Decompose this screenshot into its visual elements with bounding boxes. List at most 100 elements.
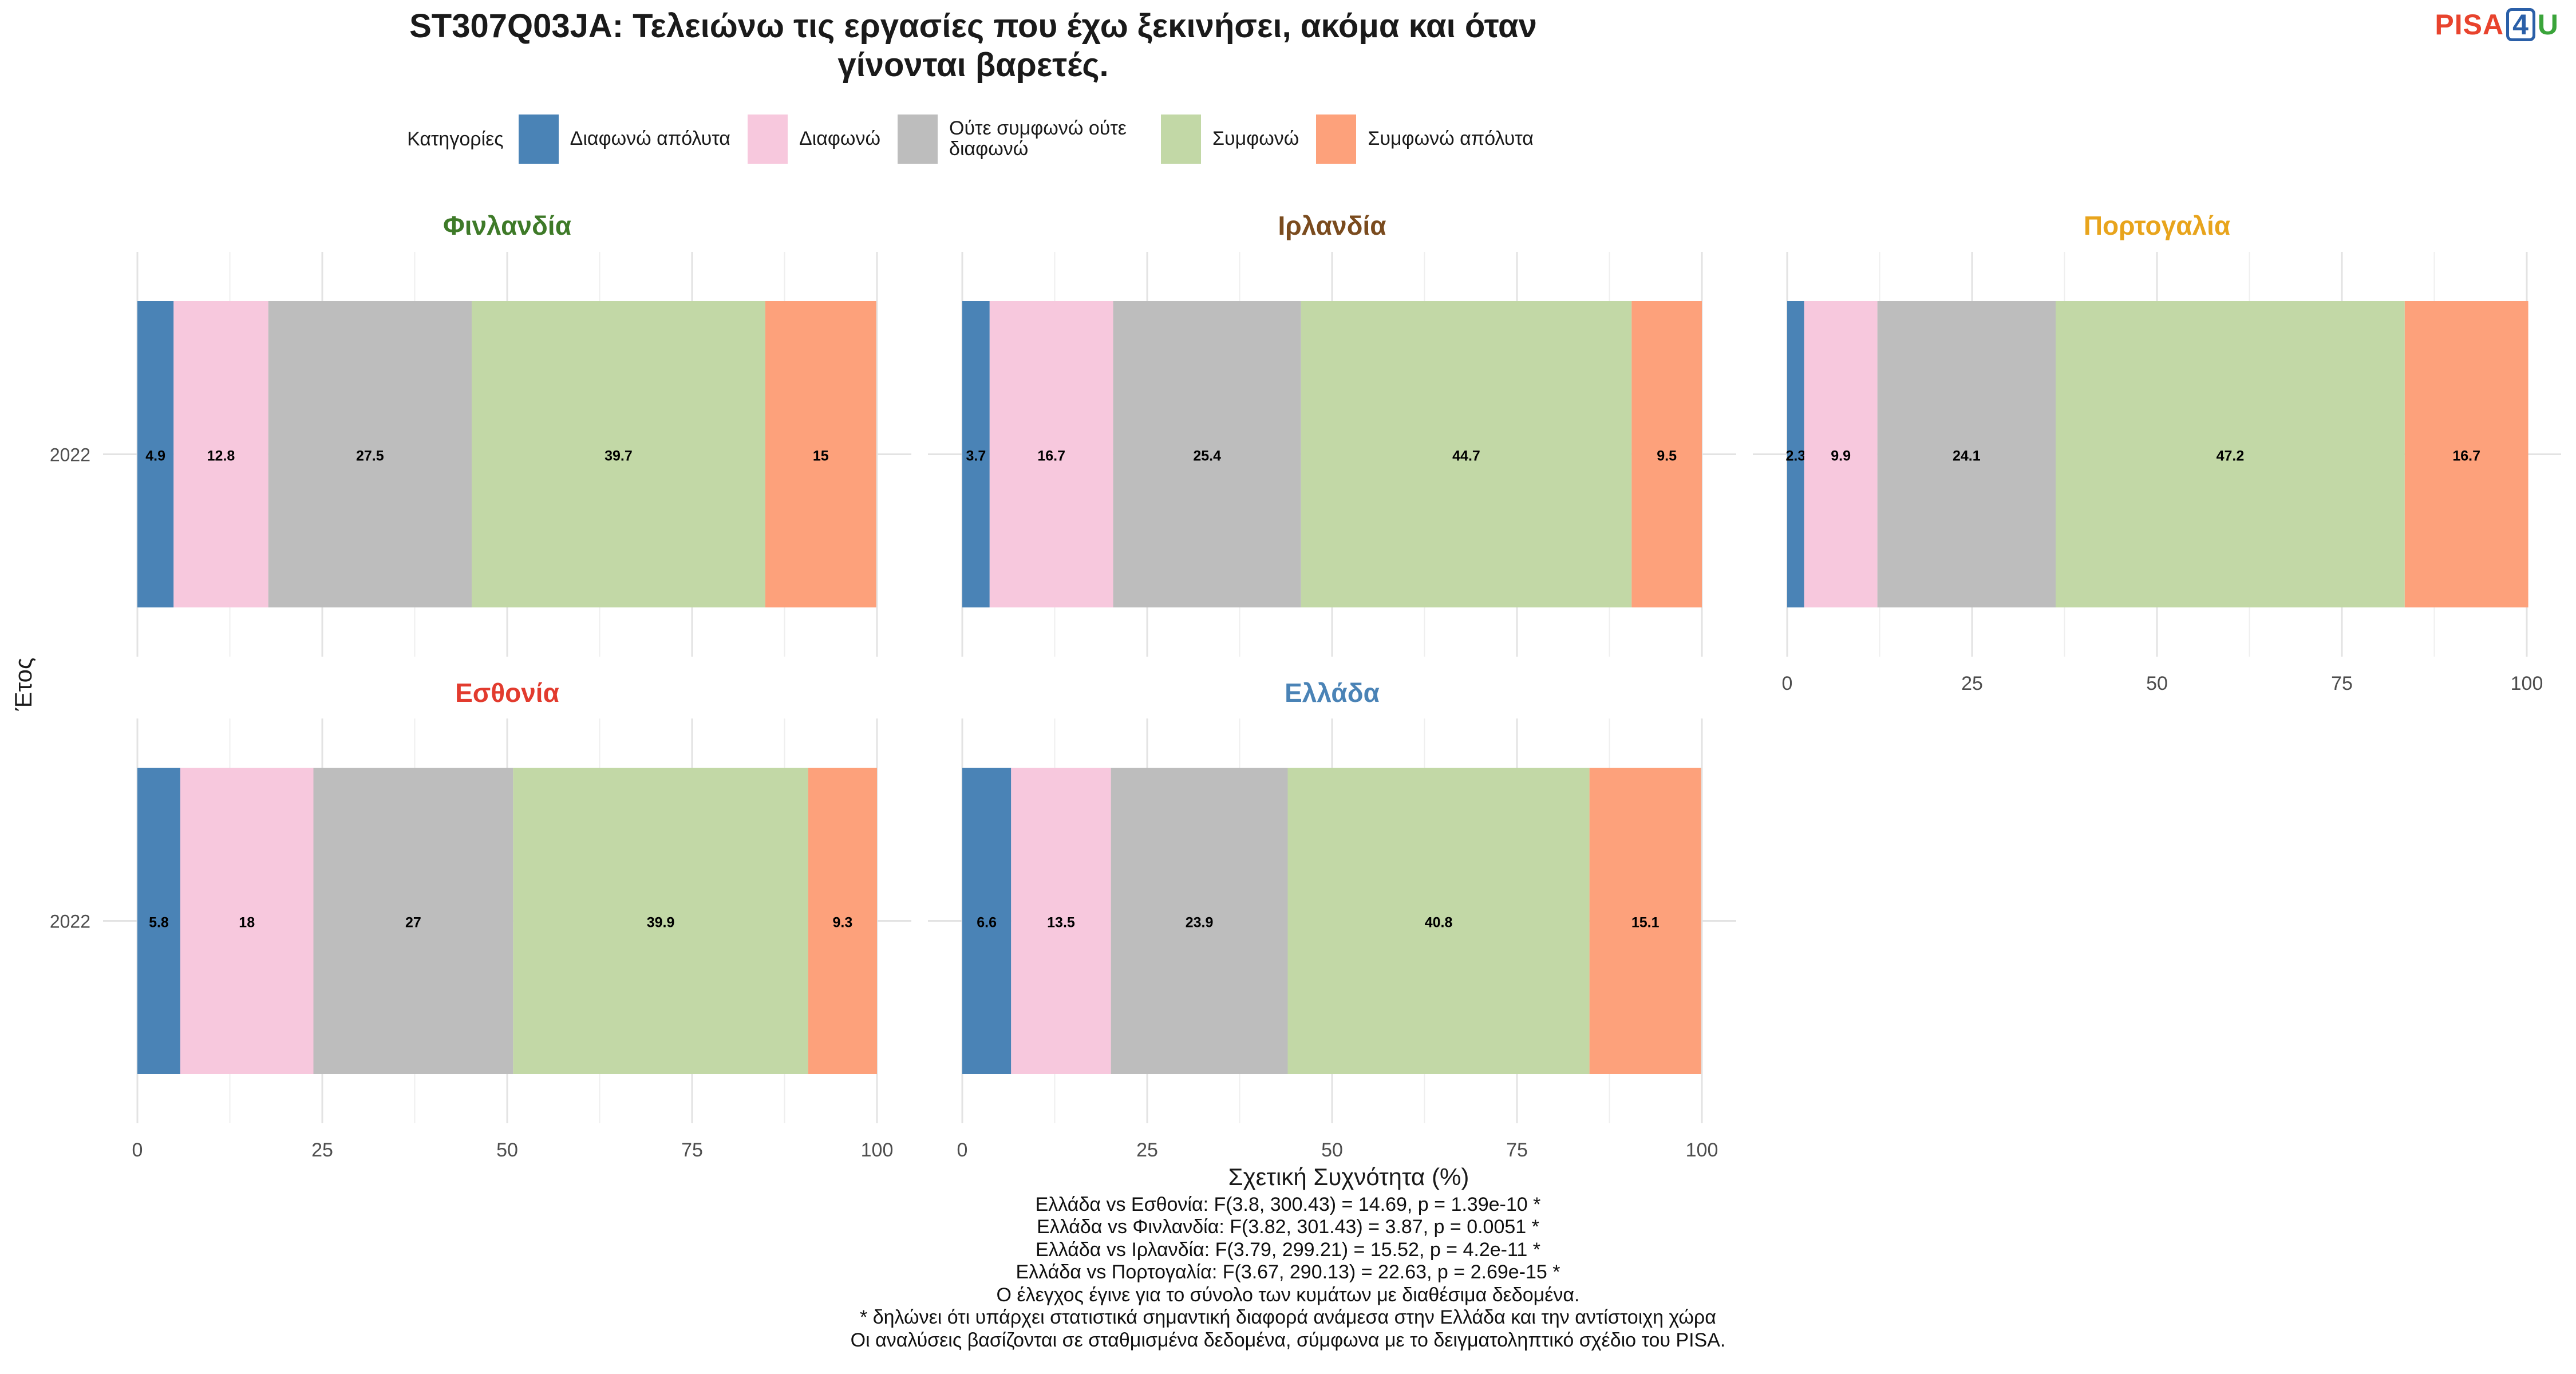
legend-label: Ούτε συμφωνώ ούτε διαφωνώ [949, 117, 1127, 160]
data-label: 39.9 [647, 915, 675, 931]
legend-swatch [898, 114, 938, 164]
legend-item: Συμφωνώ [1161, 114, 1299, 164]
data-label: 5.8 [149, 915, 169, 931]
logo-text-pisa: PISA [2435, 9, 2504, 41]
bar-segment [1804, 301, 1878, 607]
x-tick-label: 75 [1506, 1139, 1528, 1161]
legend-label: Διαφωνώ [799, 128, 881, 150]
legend-item: Ούτε συμφωνώ ούτε διαφωνώ [898, 114, 1144, 164]
data-label: 27 [405, 915, 421, 931]
x-axis-title: Σχετική Συχνότητα (%) [1228, 1163, 1469, 1190]
legend-swatch [1161, 114, 1202, 164]
chart-title-line-2: γίνονται βαρετές. [837, 46, 1109, 84]
footnote-line: Οι αναλύσεις βασίζονται σε σταθμισμένα δ… [850, 1329, 1726, 1351]
x-tick-label: 0 [957, 1139, 968, 1161]
logo-text-4: 4 [2506, 8, 2535, 41]
chart-title: ST307Q03JA: Τελειώνω τις εργασίες που έχ… [0, 7, 1946, 85]
bar-segment [268, 301, 472, 607]
bar-segment [1301, 301, 1632, 607]
bar-segment [1287, 768, 1590, 1074]
data-label: 6.6 [977, 915, 997, 931]
bar-segment [1589, 768, 1701, 1074]
bar-segment [962, 768, 1012, 1074]
footnote-line: Ο έλεγχος έγινε για το σύνολο των κυμάτω… [996, 1284, 1580, 1306]
x-tick-label: 100 [861, 1139, 894, 1161]
x-tick-label: 25 [1961, 673, 1983, 694]
legend-items: Διαφωνώ απόλυτα Διαφωνώ Ούτε συμφωνώ ούτε … [518, 114, 1539, 164]
x-tick-label: 100 [2511, 673, 2543, 694]
bar-segment [1787, 301, 1804, 607]
chart-title-line-1: ST307Q03JA: Τελειώνω τις εργασίες που έχ… [409, 7, 1537, 45]
panel-title: Εσθονία [455, 678, 559, 708]
pisa4u-logo: PISA 4 U [2435, 8, 2559, 41]
data-label: 18 [239, 915, 255, 931]
x-tick-label: 50 [496, 1139, 518, 1161]
bar-segment [1011, 768, 1111, 1074]
x-tick-label: 25 [311, 1139, 333, 1161]
panel-title: Ιρλανδία [1278, 211, 1386, 240]
y-axis-title: Έτος [10, 658, 37, 712]
bar-segment [513, 768, 808, 1074]
y-tick-label: 2022 [50, 911, 90, 932]
data-label: 25.4 [1193, 448, 1221, 464]
x-tick-label: 0 [132, 1139, 143, 1161]
x-tick-label: 25 [1136, 1139, 1158, 1161]
panel-title: Ελλάδα [1285, 678, 1380, 708]
data-label: 15 [813, 448, 829, 464]
bar-segment [962, 301, 990, 607]
data-label: 9.9 [1831, 448, 1851, 464]
bar-segment [180, 768, 314, 1074]
footnote-line: * δηλώνει ότι υπάρχει στατιστικά σημαντι… [860, 1306, 1716, 1329]
panel-title: Πορτογαλία [2084, 211, 2230, 240]
bar-segment [173, 301, 268, 607]
bar-segment [808, 768, 877, 1074]
x-tick-label: 75 [681, 1139, 703, 1161]
legend-label: Συμφωνώ [1212, 128, 1299, 150]
data-label: 9.5 [1657, 448, 1677, 464]
data-label: 16.7 [2452, 448, 2480, 464]
data-label: 24.1 [1953, 448, 1981, 464]
legend-swatch [747, 114, 788, 164]
panel-title: Φινλανδία [443, 211, 571, 240]
bar-segment [471, 301, 765, 607]
footnote-line: Ελλάδα vs Εσθονία: F(3.8, 300.43) = 14.6… [1035, 1194, 1541, 1215]
data-label: 3.7 [966, 448, 986, 464]
data-label: 44.7 [1452, 448, 1480, 464]
legend-label: Διαφωνώ απόλυτα [570, 128, 730, 150]
bar-segment [989, 301, 1113, 607]
data-label: 39.7 [605, 448, 633, 464]
data-label: 40.8 [1425, 915, 1453, 931]
bar-segment [765, 301, 876, 607]
footnote-line: Ελλάδα vs Ιρλανδία: F(3.79, 299.21) = 15… [1036, 1238, 1540, 1261]
bar-segment [137, 768, 180, 1074]
bar-segment [1113, 301, 1301, 607]
bar-segment [2404, 301, 2528, 607]
data-label: 23.9 [1186, 915, 1214, 931]
footnote-line: Ελλάδα vs Φινλανδία: F(3.82, 301.43) = 3… [1037, 1216, 1539, 1238]
legend-item: Συμφωνώ απόλυτα [1316, 114, 1534, 164]
footnotes: Ελλάδα vs Εσθονία: F(3.8, 300.43) = 14.6… [0, 1194, 2576, 1352]
legend-item: Διαφωνώ [747, 114, 881, 164]
legend-item: Διαφωνώ απόλυτα [518, 114, 730, 164]
data-label: 16.7 [1037, 448, 1065, 464]
legend: Κατηγορίες Διαφωνώ απόλυτα Διαφωνώ Ούτε συ… [0, 114, 1946, 164]
legend-label: Συμφωνώ απόλυτα [1368, 128, 1534, 150]
logo-text-u: U [2537, 9, 2559, 41]
bar-segment [1111, 768, 1288, 1074]
data-label: 9.3 [833, 915, 853, 931]
bar-segment [313, 768, 513, 1074]
x-tick-label: 75 [2331, 673, 2353, 694]
legend-swatch [518, 114, 559, 164]
x-tick-label: 50 [1321, 1139, 1343, 1161]
data-label: 47.2 [2217, 448, 2245, 464]
data-label: 15.1 [1631, 915, 1660, 931]
bar-segment [2055, 301, 2405, 607]
bar-segment [137, 301, 174, 607]
data-label: 27.5 [356, 448, 384, 464]
bar-segment [1877, 301, 2056, 607]
legend-swatch [1316, 114, 1357, 164]
data-label: 12.8 [207, 448, 235, 464]
y-tick-label: 2022 [50, 445, 90, 465]
footnote-line: Ελλάδα vs Πορτογαλία: F(3.67, 290.13) = … [1016, 1261, 1560, 1284]
